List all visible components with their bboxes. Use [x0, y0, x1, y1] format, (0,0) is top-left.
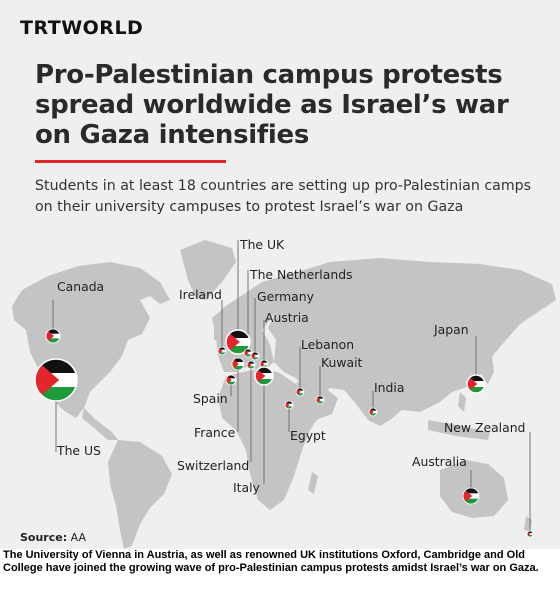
world-map — [12, 240, 556, 549]
country-label-india: India — [374, 380, 405, 395]
source-note: Source: AA — [20, 531, 86, 544]
ireland-shape — [214, 328, 222, 340]
palestinian-flag-icon-the-us — [34, 358, 78, 402]
headline: Pro-Palestinian campus protests spread w… — [35, 60, 509, 150]
indonesia-shape — [428, 420, 490, 440]
palestinian-flag-icon-the-netherlands — [243, 348, 253, 358]
palestinian-flag-icon-canada — [45, 328, 61, 344]
philippines-shape — [458, 392, 466, 412]
leader-lines — [52, 240, 531, 531]
country-label-canada: Canada — [57, 279, 105, 294]
greenland-shape — [180, 240, 236, 300]
subheadline: Students in at least 18 countries are se… — [35, 178, 532, 215]
palestinian-flag-icon-india — [368, 407, 378, 417]
source-value: AA — [70, 531, 86, 544]
palestinian-flag-icon-egypt — [284, 400, 294, 410]
palestinian-flag-icon-switzerland — [246, 360, 256, 370]
country-label-australia: Australia — [412, 454, 467, 469]
infographic-card: TRTWORLD Pro-Palestinian campus protests… — [0, 0, 560, 549]
new-zealand-shape — [524, 516, 532, 532]
country-label-italy: Italy — [233, 480, 260, 495]
palestinian-flag-icon-italy — [254, 366, 274, 386]
palestinian-flag-icon-the-uk — [225, 329, 251, 355]
source-label: Source: — [20, 531, 68, 544]
madagascar-shape — [308, 472, 318, 494]
palestinian-flag-icon-australia — [462, 487, 480, 505]
palestinian-flag-icon-new-zealand — [526, 530, 534, 538]
flag-markers — [34, 328, 534, 538]
trt-world-logo: TRTWORLD — [20, 17, 144, 39]
japan-shape — [482, 350, 494, 384]
country-label-ireland: Ireland — [179, 287, 222, 302]
palestinian-flag-icon-spain — [225, 374, 237, 386]
country-label-france: France — [194, 425, 236, 440]
country-label-japan: Japan — [434, 322, 469, 337]
country-label-lebanon: Lebanon — [301, 337, 355, 352]
country-label-switzerland: Switzerland — [177, 458, 250, 473]
country-label-new-zealand: New Zealand — [444, 420, 526, 435]
palestinian-flag-icon-germany — [250, 351, 260, 361]
image-caption: The University of Vienna in Austria, as … — [3, 549, 539, 574]
palestinian-flag-icon-ireland — [217, 346, 227, 356]
country-label-the-uk: The UK — [240, 237, 285, 252]
palestinian-flag-icon-lebanon — [295, 387, 305, 397]
palestinian-flag-icon-kuwait — [315, 395, 325, 405]
country-label-germany: Germany — [257, 289, 314, 304]
asia-shape — [268, 258, 556, 426]
country-label-kuwait: Kuwait — [321, 355, 363, 370]
south-america-shape — [108, 440, 172, 549]
country-label-the-us: The US — [57, 443, 101, 458]
country-label-austria: Austria — [265, 310, 309, 325]
palestinian-flag-icon-japan — [466, 374, 486, 394]
title-accent-line — [35, 160, 226, 163]
central-america-shape — [82, 408, 118, 440]
country-label-egypt: Egypt — [290, 428, 326, 443]
country-label-the-netherlands: The Netherlands — [250, 267, 353, 282]
country-label-spain: Spain — [193, 391, 228, 406]
palestinian-flag-icon-france — [231, 357, 245, 371]
